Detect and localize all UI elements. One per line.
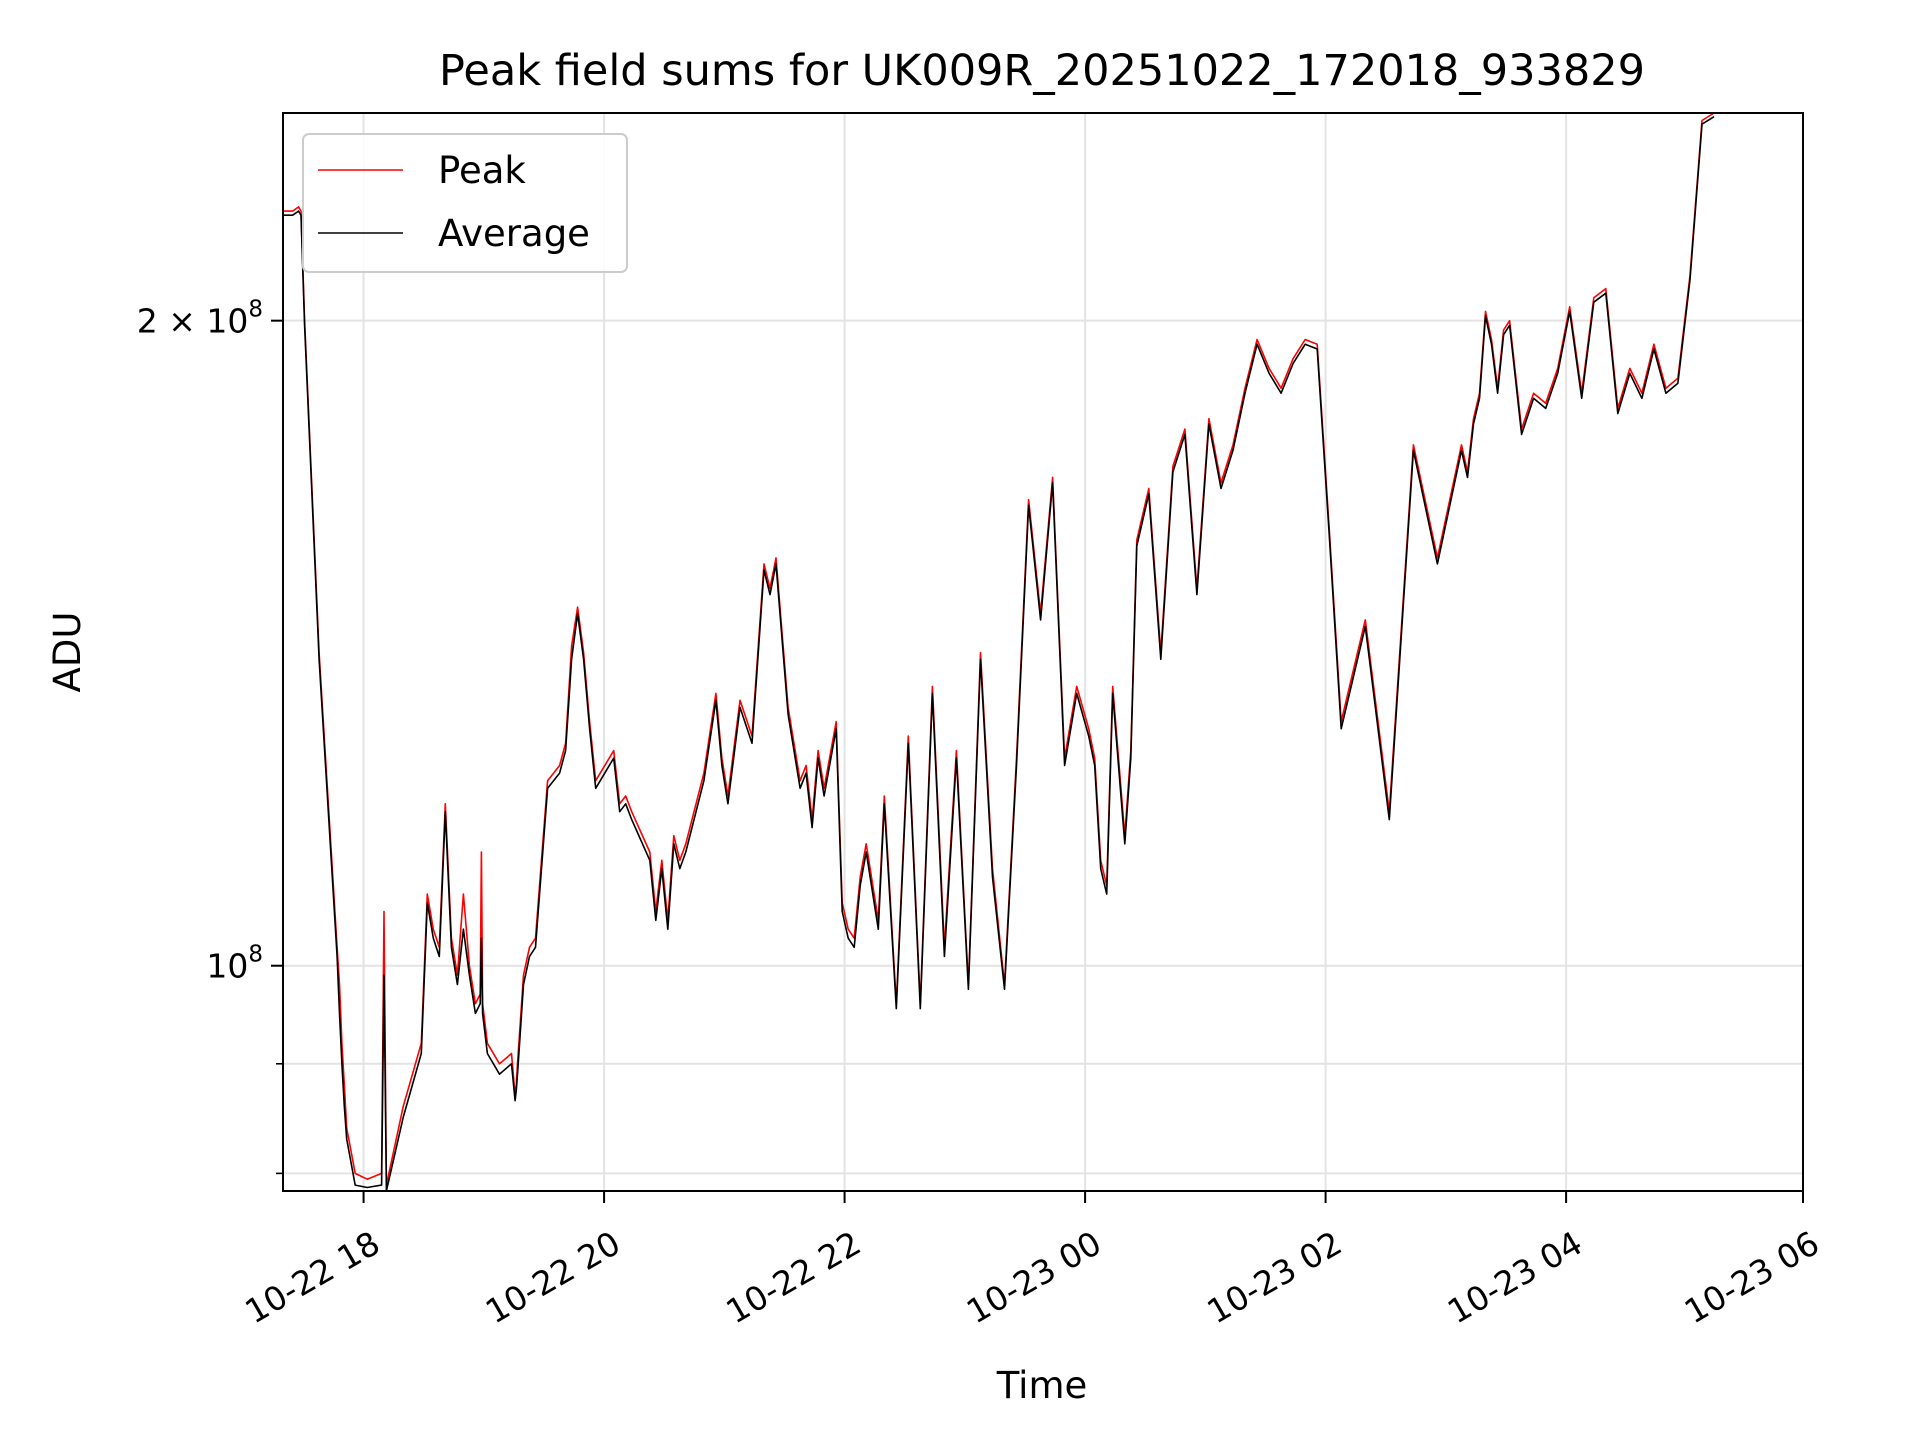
chart-title: Peak field sums for UK009R_20251022_1720… bbox=[439, 46, 1645, 96]
legend-label-peak: Peak bbox=[438, 149, 526, 192]
series-layer bbox=[283, 112, 1715, 1192]
y-tick-label-exponent: 8 bbox=[248, 297, 263, 323]
series-line-peak bbox=[283, 112, 1715, 1186]
legend-label-average: Average bbox=[438, 212, 590, 255]
grid-lines bbox=[283, 113, 1804, 1191]
plot-frame bbox=[282, 112, 1804, 1192]
y-axis-label: ADU bbox=[46, 612, 89, 693]
legend-box bbox=[302, 133, 628, 273]
plot-area bbox=[283, 113, 1803, 1191]
y-tick-label-base: 10 bbox=[206, 947, 248, 986]
y-tick-label: 2 × 108 bbox=[137, 297, 263, 341]
y-tick-label-exponent: 8 bbox=[248, 942, 263, 968]
y-tick-label-base: 2 × 10 bbox=[137, 302, 249, 341]
x-axis-label: Time bbox=[996, 1364, 1088, 1407]
legend: Peak Average bbox=[302, 133, 628, 273]
series-line-average bbox=[283, 116, 1715, 1192]
y-tick-label: 108 bbox=[206, 942, 263, 986]
